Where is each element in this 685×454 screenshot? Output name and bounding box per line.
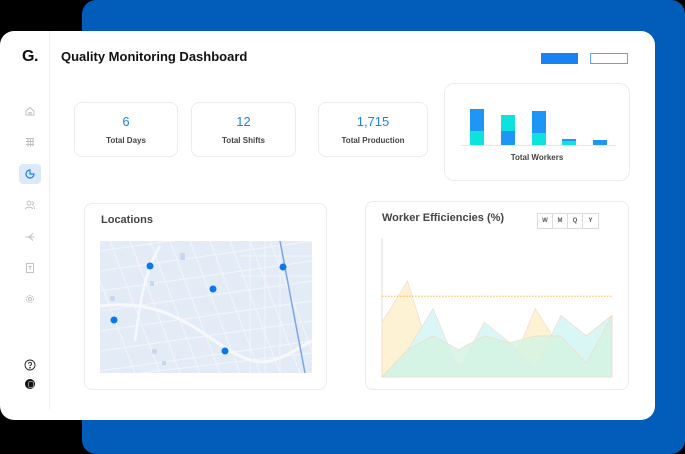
document-icon [26,263,34,273]
workers-bar [532,110,546,145]
location-pin[interactable] [110,316,118,324]
stat-card-total-shifts: 12 Total Shifts [191,102,296,157]
location-pin[interactable] [279,263,287,271]
stat-value: 1,715 [356,114,390,129]
sidebar-item-settings[interactable] [19,289,41,309]
range-tab-year[interactable]: Y [583,214,598,228]
workers-label: Total Workers [510,153,564,162]
locations-title: Locations [101,214,153,226]
location-pin[interactable] [146,262,154,270]
range-selector: W M Q Y [537,213,599,229]
stat-label: Total Days [106,136,146,145]
range-tab-quarter[interactable]: Q [568,214,583,228]
map-streets [100,241,312,373]
range-tab-month[interactable]: M [553,214,568,228]
primary-action-button[interactable] [541,53,578,64]
range-tab-week[interactable]: W [538,214,553,228]
split-icon [25,233,35,241]
grid-icon [26,138,34,147]
workers-bar [501,115,515,145]
workers-bar-chart [461,108,616,146]
sidebar-item-routing[interactable] [19,227,41,247]
sidebar-item-documents[interactable] [19,258,41,278]
workers-bar [593,140,607,145]
location-pin[interactable] [209,285,217,293]
efficiency-area-chart [381,238,613,378]
sidebar-item-grid[interactable] [19,132,41,152]
stat-card-total-production: 1,715 Total Production [318,102,428,157]
workers-bar [562,139,576,145]
worker-efficiency-card: Worker Efficiencies (%) W M Q Y [365,201,629,390]
dashboard-window: G. Quality Monitoring Dashboard 6 Total … [0,31,655,420]
stat-label: Total Shifts [222,136,265,145]
location-pin[interactable] [221,347,229,355]
avatar-icon[interactable] [25,379,35,389]
stat-value: 12 [236,114,251,129]
stat-label: Total Production [341,136,405,145]
users-icon [25,200,35,210]
sidebar-item-users[interactable] [19,195,41,215]
total-workers-card: Total Workers [444,83,630,181]
logo[interactable]: G. [22,48,38,65]
pie-chart-icon [25,169,35,179]
settings-icon [26,295,34,303]
page-title: Quality Monitoring Dashboard [61,49,248,64]
sidebar-item-analytics[interactable] [19,164,41,184]
stat-card-total-days: 6 Total Days [74,102,178,157]
locations-map[interactable] [100,241,312,373]
help-icon[interactable] [24,359,36,371]
stat-value: 6 [122,114,130,129]
efficiency-title: Worker Efficiencies (%) [382,212,505,224]
secondary-action-button[interactable] [590,53,628,64]
sidebar-divider [49,31,50,409]
locations-card: Locations [84,203,327,390]
home-icon [25,106,35,116]
sidebar-item-home[interactable] [19,101,41,121]
workers-bar [470,109,484,145]
